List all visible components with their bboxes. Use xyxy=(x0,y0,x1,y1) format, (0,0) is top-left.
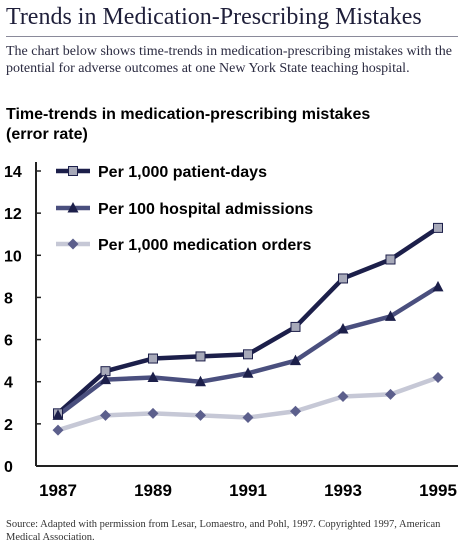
data-point-series-3 xyxy=(290,405,301,417)
x-tick-label: 1995 xyxy=(419,481,457,500)
chart-subtitle: (error rate) xyxy=(6,126,88,143)
y-tick-label: 12 xyxy=(4,206,22,223)
y-tick-label: 2 xyxy=(4,417,13,434)
y-tick-label: 4 xyxy=(4,375,13,392)
data-point-series-2 xyxy=(337,323,349,334)
data-point-series-2 xyxy=(147,371,159,382)
page-title: Trends in Medication-Prescribing Mistake… xyxy=(6,4,422,30)
data-point-series-3 xyxy=(242,412,254,424)
y-tick-label: 6 xyxy=(4,333,13,350)
data-point-series-3 xyxy=(195,409,206,421)
title-divider xyxy=(6,36,458,37)
legend-marker xyxy=(68,166,78,176)
chart-series-lines xyxy=(56,226,440,433)
data-point-series-2 xyxy=(100,373,111,385)
data-point-series-1 xyxy=(338,273,348,284)
data-point-series-3 xyxy=(385,388,396,400)
chart-axes: 0 2 4 6 8 10 12 14 1987 1989 1991 1993 1995 xyxy=(4,162,458,500)
line-chart: 0 2 4 6 8 10 12 14 1987 1989 1991 1993 1995 Per 1,00… xyxy=(4,162,458,500)
data-point-series-1 xyxy=(148,353,158,364)
intro-text: The chart below shows time-trends in med… xyxy=(6,44,452,76)
y-tick-label: 14 xyxy=(4,164,22,181)
chart-data-markers xyxy=(52,222,444,436)
data-point-series-3 xyxy=(100,409,111,421)
x-tick-label: 1993 xyxy=(324,481,362,500)
data-point-series-1 xyxy=(290,321,301,332)
data-point-series-3 xyxy=(52,424,64,436)
legend-label: Per 1,000 patient-days xyxy=(98,164,267,181)
data-point-series-2 xyxy=(290,354,301,366)
x-tick-label: 1987 xyxy=(39,481,77,500)
legend-marker xyxy=(67,238,79,250)
data-point-series-2 xyxy=(195,375,206,387)
chart-title: Time-trends in medication-prescribing mi… xyxy=(6,106,371,123)
data-point-series-2 xyxy=(52,409,64,420)
data-point-series-1 xyxy=(195,351,206,362)
data-point-series-1 xyxy=(243,349,253,360)
y-tick-label: 0 xyxy=(4,459,13,476)
chart-legend: Per 1,000 patient-days Per 100 hospital a… xyxy=(56,164,313,254)
legend-marker xyxy=(67,202,79,213)
data-point-series-3 xyxy=(432,372,444,383)
x-tick-label: 1991 xyxy=(229,481,267,500)
y-tick-label: 8 xyxy=(4,290,13,307)
y-tick-label: 10 xyxy=(4,248,22,265)
legend-label: Per 100 hospital admissions xyxy=(98,201,313,218)
data-point-series-3 xyxy=(337,390,349,402)
data-point-series-1 xyxy=(385,254,396,265)
data-point-series-1 xyxy=(433,222,443,233)
data-point-series-2 xyxy=(385,310,396,321)
legend-label: Per 1,000 medication orders xyxy=(98,237,312,254)
x-tick-label: 1989 xyxy=(134,481,172,500)
data-point-series-2 xyxy=(242,367,254,378)
source-note: Source: Adapted with permission from Les… xyxy=(6,519,441,543)
data-point-series-3 xyxy=(147,407,159,419)
data-point-series-2 xyxy=(432,280,444,292)
